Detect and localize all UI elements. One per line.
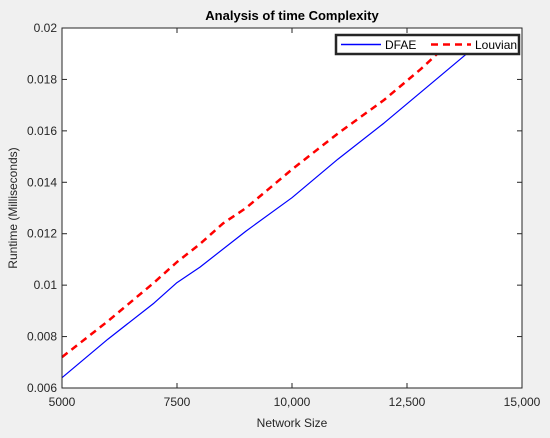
- series-line-dfae: [61, 53, 468, 379]
- y-axis-label: Runtime (Milliseconds): [6, 147, 20, 268]
- legend-label-louvian: Louvian: [475, 38, 517, 52]
- y-ticks: 0.006 0.008 0.01 0.012 0.014 0.016 0.018 0.02: [27, 21, 522, 395]
- series-line-louvian: [61, 42, 450, 359]
- chart-title: Analysis of time Complexity: [205, 8, 379, 23]
- legend-box: [334, 33, 521, 56]
- x-tick-label: 15,000: [504, 395, 541, 409]
- x-tick-label: 7500: [164, 395, 191, 409]
- legend: DFAE Louvian: [334, 33, 521, 56]
- y-tick-label: 0.012: [27, 227, 57, 241]
- y-tick-label: 0.008: [27, 330, 57, 344]
- y-tick-label: 0.01: [34, 278, 58, 292]
- y-tick-label: 0.018: [27, 72, 57, 86]
- x-ticks: 5000 7500 10,000 12,500 15,000: [49, 28, 541, 409]
- x-tick-label: 10,000: [274, 395, 311, 409]
- x-tick-label: 5000: [49, 395, 76, 409]
- legend-label-dfae: DFAE: [385, 38, 416, 52]
- y-tick-label: 0.014: [27, 175, 57, 189]
- plot-frame: [61, 27, 523, 389]
- y-tick-label: 0.02: [34, 21, 58, 35]
- x-axis-label: Network Size: [257, 416, 328, 430]
- x-tick-label: 12,500: [389, 395, 426, 409]
- series-layer: [61, 42, 468, 379]
- plot-area: [62, 28, 522, 388]
- y-tick-label: 0.006: [27, 381, 57, 395]
- y-tick-label: 0.016: [27, 124, 57, 138]
